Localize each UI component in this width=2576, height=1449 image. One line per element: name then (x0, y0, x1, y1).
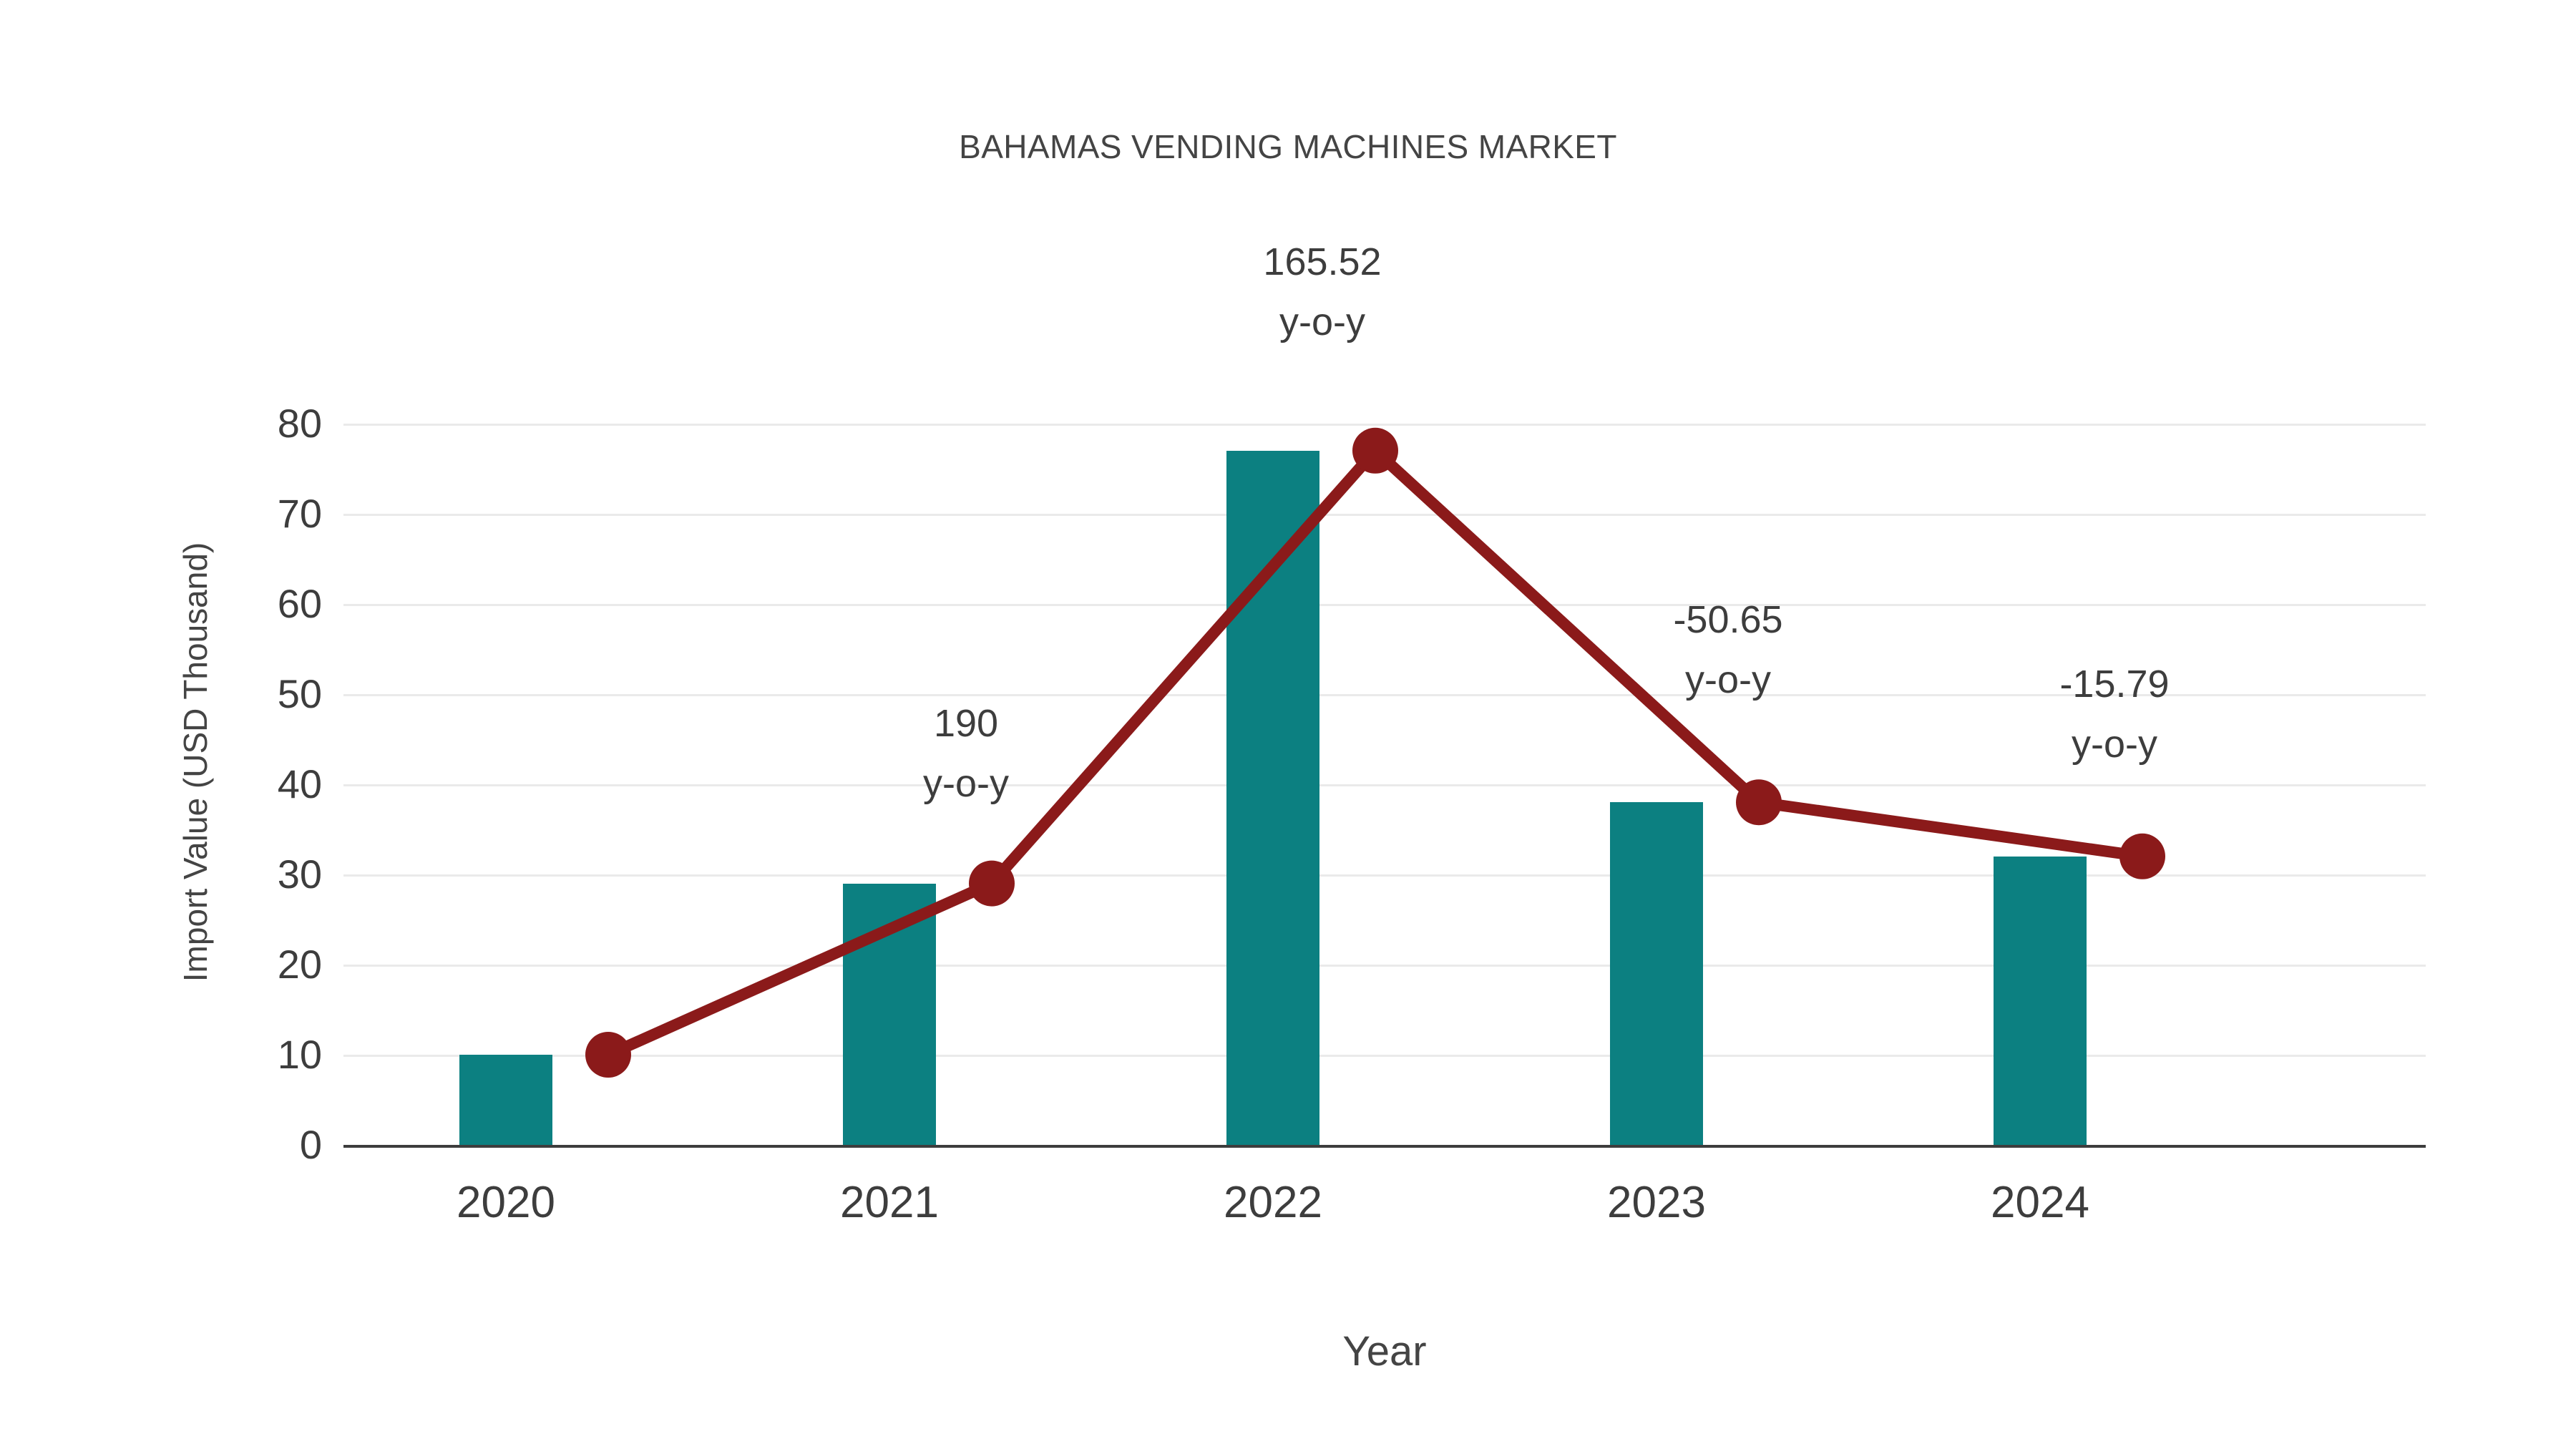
bar-2021[interactable] (843, 883, 936, 1145)
data-label-2023: -50.65 y-o-y (1506, 597, 1950, 703)
gridline-80 (343, 424, 2426, 426)
x-tick-2024: 2024 (1991, 1178, 2089, 1227)
gridline-60 (343, 604, 2426, 606)
data-label-2023-suffix: y-o-y (1685, 658, 1771, 701)
data-label-2024-value: -15.79 (2059, 663, 2170, 706)
bar-2024[interactable] (1994, 856, 2087, 1145)
data-label-2022: 165.52 y-o-y (1101, 240, 1544, 345)
gridline-30 (343, 874, 2426, 877)
data-label-2024: -15.79 y-o-y (1893, 662, 2336, 767)
gridline-40 (343, 784, 2426, 786)
data-label-2021-suffix: y-o-y (923, 761, 1009, 805)
data-label-2024-suffix: y-o-y (2072, 722, 2157, 766)
data-label-2022-value: 165.52 (1263, 240, 1382, 283)
page-title: BAHAMAS VENDING MACHINES MARKET (959, 128, 1617, 165)
x-axis-line (343, 1145, 2426, 1148)
plot-area (343, 424, 2426, 1145)
x-tick-2020: 2020 (457, 1178, 555, 1227)
gridline-10 (343, 1055, 2426, 1057)
data-label-2023-value: -50.65 (1673, 598, 1783, 641)
x-tick-2021: 2021 (840, 1178, 939, 1227)
bar-2020[interactable] (459, 1055, 552, 1145)
data-label-2021-value: 190 (933, 702, 999, 745)
gridline-20 (343, 965, 2426, 967)
gridline-70 (343, 514, 2426, 516)
bar-2023[interactable] (1610, 802, 1703, 1145)
data-label-2021: 190 y-o-y (744, 701, 1188, 806)
x-tick-2022: 2022 (1224, 1178, 1322, 1227)
bar-2022[interactable] (1226, 450, 1319, 1145)
x-tick-2023: 2023 (1607, 1178, 1706, 1227)
data-label-2022-suffix: y-o-y (1279, 300, 1365, 343)
x-axis-title: Year (1342, 1328, 1427, 1375)
y-axis-title: Import Value (USD Thousand) (177, 542, 214, 982)
